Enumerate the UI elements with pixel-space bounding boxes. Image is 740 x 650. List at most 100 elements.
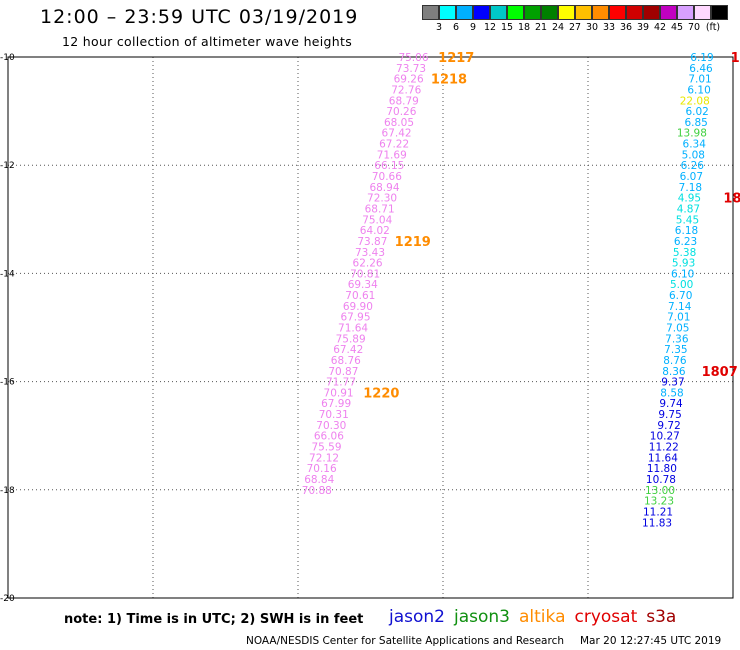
- swh-label: 13.98: [677, 128, 707, 140]
- swh-label: 5.08: [682, 149, 705, 161]
- swh-label: 70.91: [324, 387, 354, 399]
- color-scale-label: 3: [435, 22, 443, 33]
- color-scale-swatch: [694, 5, 711, 20]
- color-scale-unit: (ft): [705, 22, 721, 33]
- legend-item-altika: altika: [519, 607, 566, 627]
- swh-label: 71.69: [377, 149, 407, 161]
- page-subtitle: 12 hour collection of altimeter wave hei…: [62, 34, 353, 49]
- swh-label: 6.34: [683, 139, 707, 151]
- swh-label: 9.37: [661, 377, 684, 389]
- swh-label: 70.61: [345, 290, 375, 302]
- color-scale-swatch: [439, 5, 456, 20]
- color-scale-label: 33: [602, 22, 616, 33]
- swh-label: 11.64: [648, 452, 678, 464]
- color-scale-label: 30: [585, 22, 599, 33]
- color-scale-swatch: [711, 5, 728, 20]
- swh-label: 75.89: [336, 333, 366, 345]
- swh-label: 7.36: [665, 333, 689, 345]
- legend-item-s3a: s3a: [646, 607, 677, 627]
- swh-label: 13.23: [644, 496, 674, 508]
- swh-label: 9.72: [657, 420, 680, 432]
- y-tick-label: -14: [0, 269, 15, 279]
- color-scale-swatch: [473, 5, 490, 20]
- swh-label: 69.90: [343, 301, 373, 313]
- swh-label: 71.77: [326, 377, 356, 389]
- y-tick-label: -18: [0, 486, 15, 496]
- plot-frame: [7, 56, 734, 599]
- swh-label: 6.23: [674, 236, 697, 248]
- swh-label: 66.06: [314, 431, 344, 443]
- swh-label: 67.22: [379, 139, 409, 151]
- swh-label: 4.87: [677, 203, 700, 215]
- y-tick-label: -16: [0, 378, 15, 388]
- swh-label: 8.58: [660, 387, 683, 399]
- swh-label: 10.78: [646, 474, 676, 486]
- swh-label: 10.27: [650, 431, 680, 443]
- swh-label: 6.85: [684, 117, 707, 129]
- swh-label: 68.76: [331, 355, 361, 367]
- swh-label: 6.18: [675, 225, 698, 237]
- swh-label: 5.00: [670, 279, 693, 291]
- color-scale-swatch: [643, 5, 660, 20]
- color-scale-label: 12: [483, 22, 497, 33]
- color-scale-label: 36: [619, 22, 633, 33]
- color-scale-label: 27: [568, 22, 582, 33]
- color-scale-label: 24: [551, 22, 565, 33]
- color-scale-label: 18: [517, 22, 531, 33]
- color-scale-label: 15: [500, 22, 514, 33]
- swh-label: 6.10: [687, 84, 710, 96]
- color-scale-swatch: [541, 5, 558, 20]
- swh-label: 66.15: [374, 160, 404, 172]
- swh-label: 5.38: [673, 247, 696, 259]
- legend-item-jason2: jason2: [389, 607, 445, 627]
- swh-label: 68.94: [369, 182, 399, 194]
- swh-label: 73.87: [357, 236, 387, 248]
- swh-label: 67.42: [382, 128, 412, 140]
- swh-label: 70.26: [386, 106, 416, 118]
- pass-number-label: 1807: [702, 365, 738, 380]
- y-tick-label: -12: [0, 161, 15, 171]
- swh-label: 8.36: [662, 366, 686, 378]
- swh-label: 67.42: [333, 344, 363, 356]
- color-scale-label: 70: [687, 22, 701, 33]
- swh-label: 73.73: [396, 63, 426, 75]
- swh-label: 11.22: [649, 442, 679, 454]
- color-scale-label: 45: [670, 22, 684, 33]
- swh-label: 71.64: [338, 323, 368, 335]
- swh-label: 7.05: [666, 323, 689, 335]
- swh-label: 9.75: [658, 409, 681, 421]
- swh-label: 7.14: [668, 301, 692, 313]
- swh-label: 5.45: [676, 214, 699, 226]
- color-scale-swatch: [507, 5, 524, 20]
- color-scale-swatch: [524, 5, 541, 20]
- swh-label: 70.31: [319, 409, 349, 421]
- color-scale-label: 6: [452, 22, 460, 33]
- swh-label: 7.01: [688, 74, 711, 86]
- swh-label: 4.95: [678, 193, 701, 205]
- color-scale-swatch: [575, 5, 592, 20]
- swh-label: 6.19: [690, 52, 713, 64]
- swh-label: 6.02: [685, 106, 708, 118]
- pass-number-label: 180: [731, 51, 740, 66]
- swh-label: 72.30: [367, 193, 397, 205]
- y-tick-label: -10: [0, 53, 15, 63]
- swh-label: 8.76: [663, 355, 687, 367]
- swh-label: 69.34: [348, 279, 378, 291]
- color-scale-swatch: [456, 5, 473, 20]
- swh-label: 70.88: [302, 485, 332, 497]
- color-scale-label: 42: [653, 22, 667, 33]
- swh-label: 68.84: [304, 474, 334, 486]
- swh-label: 67.95: [340, 312, 370, 324]
- swh-label: 11.80: [647, 463, 677, 475]
- swh-label: 70.66: [372, 171, 402, 183]
- color-scale-swatch: [626, 5, 643, 20]
- swh-label: 6.07: [680, 171, 703, 183]
- swh-label: 5.93: [672, 258, 695, 270]
- swh-label: 6.10: [671, 268, 694, 280]
- swh-label: 72.76: [391, 84, 421, 96]
- swh-label: 70.81: [350, 268, 380, 280]
- color-scale-label: 9: [469, 22, 477, 33]
- swh-label: 11.83: [642, 517, 672, 529]
- y-tick-label: -20: [0, 594, 15, 604]
- swh-label: 62.26: [353, 258, 383, 270]
